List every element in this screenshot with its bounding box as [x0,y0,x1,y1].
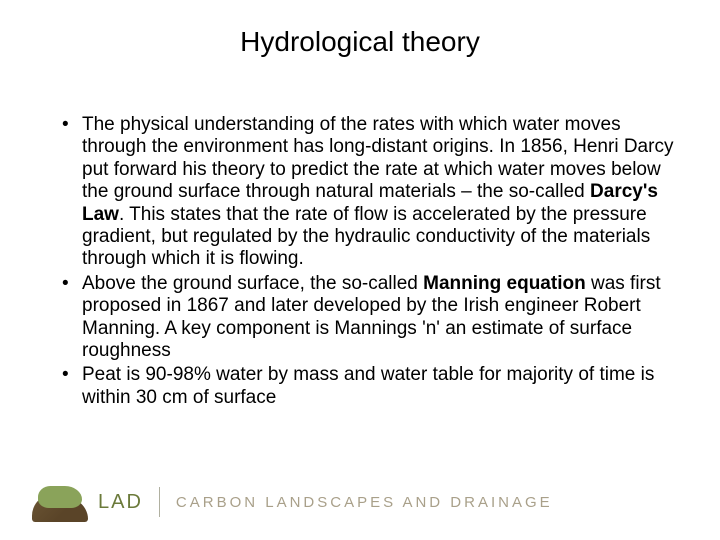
footer-logo: LAD CARBON LANDSCAPES AND DRAINAGE [32,482,553,522]
logo-separator [159,487,160,517]
text-run: The physical understanding of the rates … [82,114,673,202]
bullet-item: The physical understanding of the rates … [62,114,680,271]
bullet-item: Peat is 90-98% water by mass and water t… [62,364,680,409]
slide-body: The physical understanding of the rates … [40,114,680,409]
text-run: Peat is 90-98% water by mass and water t… [82,364,654,407]
slide-container: Hydrological theory The physical underst… [0,0,720,540]
text-run: Above the ground surface, the so-called [82,273,423,294]
bold-run: Manning equation [423,273,586,294]
clad-logo-icon [32,482,88,522]
text-run: . This states that the rate of flow is a… [82,204,650,270]
logo-sub-text: CARBON LANDSCAPES AND DRAINAGE [176,494,553,511]
bullet-list: The physical understanding of the rates … [62,114,680,409]
slide-title: Hydrological theory [40,26,680,58]
logo-main-text: LAD [98,491,143,514]
bullet-item: Above the ground surface, the so-called … [62,273,680,363]
